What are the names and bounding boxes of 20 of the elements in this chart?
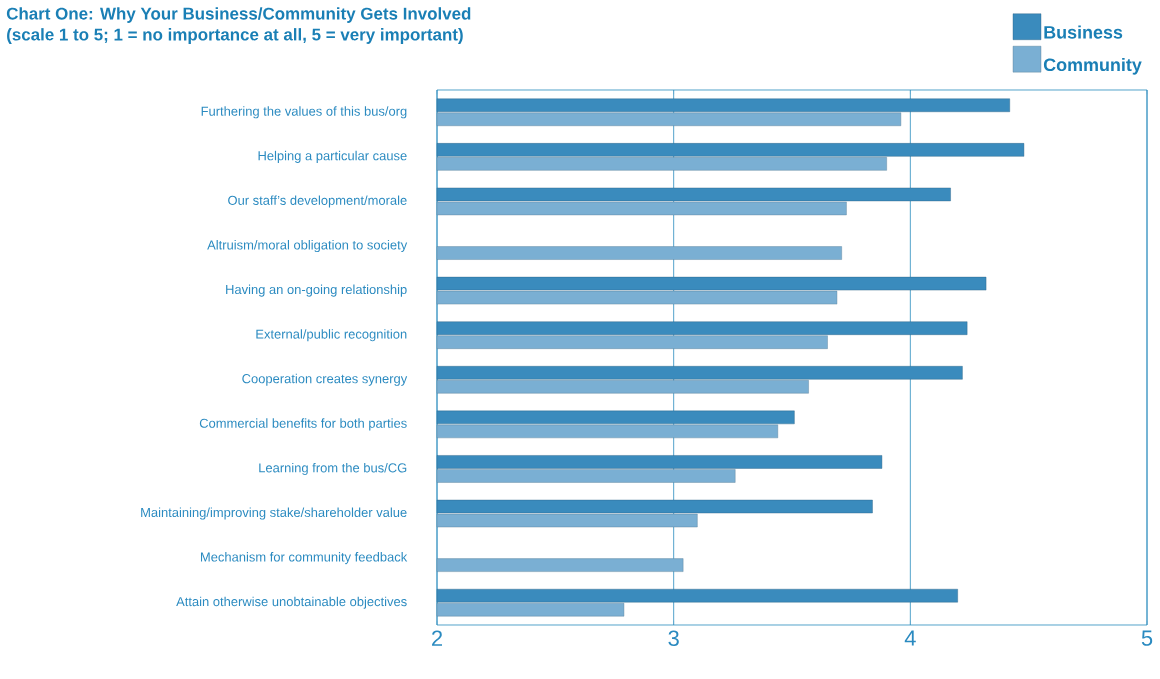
y-tick-label: Furthering the values of this bus/org — [201, 106, 407, 119]
y-tick-label: Commercial benefits for both parties — [199, 418, 407, 431]
y-tick-label: Our staff’s development/morale — [228, 195, 407, 208]
y-tick-label: Mechanism for community feedback — [200, 552, 408, 565]
x-tick-label: 3 — [668, 630, 679, 647]
text: Chart One: Why Your Business/Community Gets Involved — [6, 7, 471, 23]
x-tick-label: 2 — [432, 630, 443, 646]
y-tick-label: Attain otherwise unobtainable objectives — [176, 596, 407, 609]
x-tick-label: 4 — [904, 630, 916, 646]
y-tick-label: Maintaining/improving stake/shareholder value — [141, 507, 407, 520]
y-tick-label: External/public recognition — [256, 329, 407, 342]
legend-label: Business — [1044, 25, 1123, 39]
y-tick-label: Altruism/moral obligation to society — [207, 239, 408, 253]
legend-label: Community — [1043, 57, 1142, 75]
y-tick-label: Learning from the bus/CG — [259, 462, 407, 475]
text: (scale 1 to 5; 1 = no importance at all, 5 = very important) — [7, 28, 463, 44]
x-tick-label: 5 — [1141, 630, 1153, 646]
y-tick-label: Cooperation creates synergy — [242, 373, 408, 386]
y-tick-label: Having an on-going relationship — [226, 284, 407, 297]
y-tick-label: Helping a particular cause — [258, 150, 407, 163]
